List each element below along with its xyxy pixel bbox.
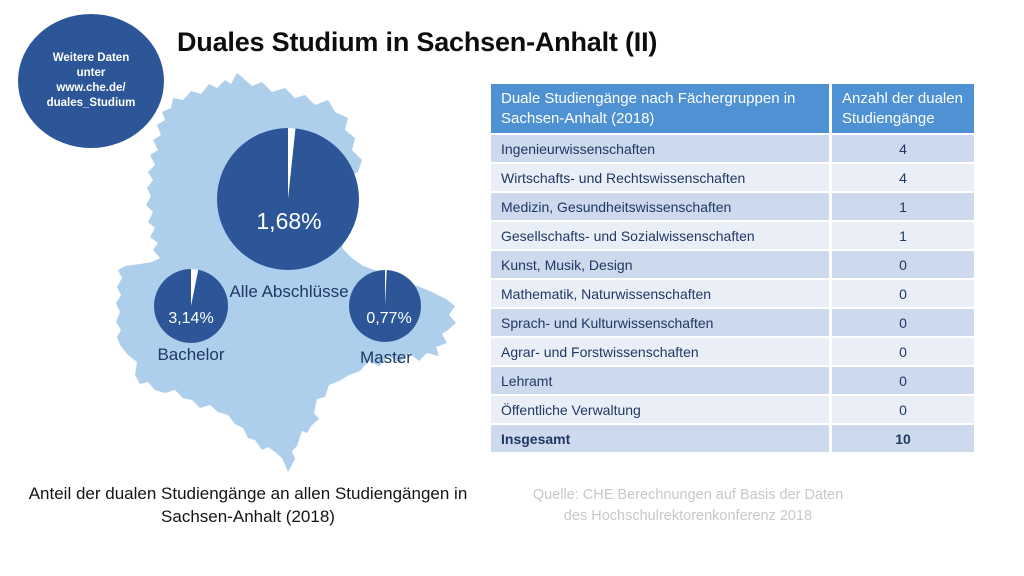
row-value: 0 <box>832 367 974 394</box>
row-value: 4 <box>832 164 974 191</box>
pie-slice-dual-share <box>191 269 199 306</box>
row-value: 4 <box>832 135 974 162</box>
row-label: Sprach- und Kulturwissenschaften <box>491 309 829 336</box>
table-header-count: Anzahl der dualen Studiengänge <box>832 84 974 133</box>
table-header-subjects: Duale Studiengänge nach Fächergruppen in… <box>491 84 829 133</box>
badge-line: duales_Studium <box>46 97 136 110</box>
info-badge: Weitere Daten unter www.che.de/ duales_S… <box>18 14 164 148</box>
row-label: Gesellschafts- und Sozialwissenschaften <box>491 222 829 249</box>
table-row: Lehramt 0 <box>491 367 974 394</box>
table-row-total: Insgesamt 10 <box>491 425 974 452</box>
table-row: Kunst, Musik, Design 0 <box>491 251 974 278</box>
row-label: Kunst, Musik, Design <box>491 251 829 278</box>
table-row: Agrar- und Forstwissenschaften 0 <box>491 338 974 365</box>
row-value: 1 <box>832 222 974 249</box>
table-header: Duale Studiengänge nach Fächergruppen in… <box>491 84 974 133</box>
source-line: Quelle: CHE Berechnungen auf Basis der D… <box>532 487 844 503</box>
row-label: Öffentliche Verwaltung <box>491 396 829 423</box>
row-label: Ingenieurwissenschaften <box>491 135 829 162</box>
row-value: 0 <box>832 338 974 365</box>
row-label: Medizin, Gesundheitswissenschaften <box>491 193 829 220</box>
map-caption: Anteil der dualen Studiengänge an allen … <box>28 484 468 526</box>
subjects-table: Duale Studiengänge nach Fächergruppen in… <box>491 84 974 454</box>
table-row: Sprach- und Kulturwissenschaften 0 <box>491 309 974 336</box>
table-row: Wirtschafts- und Rechtswissenschaften 4 <box>491 164 974 191</box>
table-row: Ingenieurwissenschaften 4 <box>491 135 974 162</box>
pie-category-label: Alle Abschlüsse <box>229 282 348 301</box>
table-row: Mathematik, Naturwissenschaften 0 <box>491 280 974 307</box>
row-value: 0 <box>832 251 974 278</box>
pie-slice-dual-share <box>385 270 387 306</box>
table-body: Ingenieurwissenschaften 4 Wirtschafts- u… <box>491 135 974 452</box>
badge-line: unter <box>76 66 106 79</box>
pie-category-label: Bachelor <box>157 345 224 364</box>
pie-category-label: Master <box>360 348 412 367</box>
pie-slice-dual-share <box>288 128 296 199</box>
source-line: des Hochschulrektorenkonferenz 2018 <box>563 508 813 525</box>
row-label: Wirtschafts- und Rechtswissenschaften <box>491 164 829 191</box>
pie-value-label: 1,68% <box>256 208 321 234</box>
table-row: Öffentliche Verwaltung 0 <box>491 396 974 423</box>
pie-bachelor: 3,14% Bachelor <box>154 269 228 364</box>
table-row: Medizin, Gesundheitswissenschaften 1 <box>491 193 974 220</box>
pie-value-label: 3,14% <box>168 310 213 327</box>
row-value: 1 <box>832 193 974 220</box>
page-title: Duales Studium in Sachsen-Anhalt (II) <box>177 27 658 57</box>
badge-line: www.che.de/ <box>56 82 126 94</box>
row-value: 10 <box>832 425 974 452</box>
row-value: 0 <box>832 280 974 307</box>
badge-line: Weitere Daten <box>52 51 130 64</box>
pie-alle-abschluesse: 1,68% Alle Abschlüsse <box>217 128 359 301</box>
sachsen-anhalt-map-shape <box>116 73 456 472</box>
row-value: 0 <box>832 309 974 336</box>
pie-value-label: 0,77% <box>366 310 411 327</box>
row-label: Lehramt <box>491 367 829 394</box>
row-label: Mathematik, Naturwissenschaften <box>491 280 829 307</box>
source-note: Quelle: CHE Berechnungen auf Basis der D… <box>494 485 882 527</box>
table-row: Gesellschafts- und Sozialwissenschaften … <box>491 222 974 249</box>
row-value: 0 <box>832 396 974 423</box>
pie-master: 0,77% Master <box>349 270 421 367</box>
row-label: Agrar- und Forstwissenschaften <box>491 338 829 365</box>
row-label: Insgesamt <box>491 425 829 452</box>
